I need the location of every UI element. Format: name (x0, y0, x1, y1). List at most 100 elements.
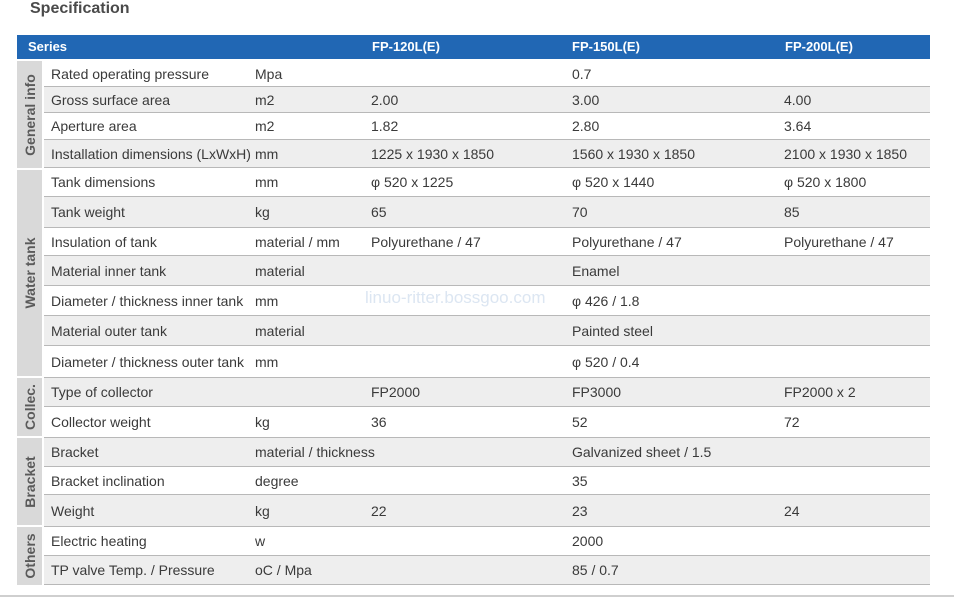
row-value-2: 2.80 (572, 118, 600, 134)
table-row: Electric heating w 2000 (44, 527, 930, 556)
row-unit: material (255, 323, 305, 339)
row-value-3: φ 520 x 1800 (784, 174, 867, 190)
table-row: Rated operating pressure Mpa 0.7 (44, 61, 930, 87)
row-unit: material (255, 263, 305, 279)
row-name: Aperture area (51, 118, 137, 134)
row-name: Tank weight (51, 204, 125, 220)
row-value-3: Polyurethane / 47 (784, 234, 894, 250)
row-unit: mm (255, 354, 279, 370)
table-row: Tank dimensions mm φ 520 x 1225 φ 520 x 144… (44, 168, 930, 197)
group-general-info: General info (17, 61, 42, 168)
row-name: Insulation of tank (51, 234, 157, 250)
table-row: Insulation of tank material / mm Polyureth… (44, 228, 930, 256)
row-value-1: FP2000 (371, 384, 421, 400)
row-unit: oC / Mpa (255, 562, 312, 578)
table-row: Tank weight kg 65 70 85 (44, 197, 930, 228)
row-name: Rated operating pressure (51, 66, 209, 82)
group-bracket: Bracket (17, 438, 42, 525)
row-unit: m2 (255, 92, 275, 108)
row-name: TP valve Temp. / Pressure (51, 562, 215, 578)
table-row: Diameter / thickness inner tank mm φ 426 /… (44, 286, 930, 316)
row-name: Installation dimensions (LxWxH) (51, 146, 251, 162)
header-col-3: FP-200L(E) (785, 39, 853, 54)
group-label: General info (21, 73, 38, 156)
group-collector: Collec. (17, 378, 42, 436)
header-series: Series (28, 39, 68, 54)
row-unit: w (255, 533, 266, 549)
row-value-3: FP2000 x 2 (784, 384, 856, 400)
row-unit: kg (255, 503, 270, 519)
table-row: Material outer tank material Painted steel (44, 316, 930, 346)
row-value-2: FP3000 (572, 384, 622, 400)
row-unit: mm (255, 146, 279, 162)
row-value-2: 70 (572, 204, 588, 220)
row-unit: Mpa (255, 66, 283, 82)
row-unit: mm (255, 293, 279, 309)
group-label: Others (21, 533, 38, 579)
table-row: Collector weight kg 36 52 72 (44, 407, 930, 438)
row-value-1: 1225 x 1930 x 1850 (371, 146, 494, 162)
row-value-3: 72 (784, 414, 800, 430)
group-label: Collec. (21, 384, 38, 430)
table-header: Series FP-120L(E) FP-150L(E) FP-200L(E) (17, 35, 930, 59)
table-row: Weight kg 22 23 24 (44, 495, 930, 527)
row-name: Electric heating (51, 533, 147, 549)
row-value-1: 65 (371, 204, 387, 220)
table-row: Gross surface area m2 2.00 3.00 4.00 (44, 87, 930, 113)
row-name: Material outer tank (51, 323, 167, 339)
row-value-2: 23 (572, 503, 588, 519)
row-value-1: 36 (371, 414, 387, 430)
row-name: Material inner tank (51, 263, 167, 279)
row-value-1: Polyurethane / 47 (371, 234, 481, 250)
group-label: Bracket (21, 455, 38, 508)
footer-line (0, 595, 954, 597)
table-row: Material inner tank material Enamel (44, 256, 930, 286)
header-col-1: FP-120L(E) (372, 39, 440, 54)
row-value-3: 4.00 (784, 92, 812, 108)
row-name: Diameter / thickness inner tank (51, 293, 244, 309)
row-value-2: 35 (572, 473, 588, 489)
table-row: Bracket material / thickness Galvanized sh… (44, 438, 930, 467)
row-value-1: 22 (371, 503, 387, 519)
row-value-2: φ 520 x 1440 (572, 174, 655, 190)
row-value-2: 1560 x 1930 x 1850 (572, 146, 695, 162)
row-value-2: φ 426 / 1.8 (572, 293, 640, 309)
row-value-2: φ 520 / 0.4 (572, 354, 640, 370)
row-unit: material / thickness (255, 444, 375, 460)
group-water-tank: Water tank (17, 170, 42, 376)
row-unit: material / mm (255, 234, 340, 250)
row-name: Tank dimensions (51, 174, 156, 190)
row-value-3: 85 (784, 204, 800, 220)
row-value-2: 85 / 0.7 (572, 562, 619, 578)
row-value-3: 24 (784, 503, 800, 519)
table-row: Installation dimensions (LxWxH) mm 1225 x … (44, 140, 930, 168)
row-value-3: 2100 x 1930 x 1850 (784, 146, 907, 162)
table-row: Type of collector FP2000 FP3000 FP2000 x 2 (44, 378, 930, 407)
row-name: Weight (51, 503, 95, 519)
header-col-2: FP-150L(E) (572, 39, 640, 54)
row-value-2: Polyurethane / 47 (572, 234, 682, 250)
row-name: Type of collector (51, 384, 153, 400)
row-unit: m2 (255, 118, 275, 134)
row-value-2: 2000 (572, 533, 604, 549)
row-value-2: 3.00 (572, 92, 600, 108)
group-label: Water tank (21, 237, 38, 309)
row-value-1: 2.00 (371, 92, 399, 108)
row-value-3: 3.64 (784, 118, 812, 134)
page-title: Specification (30, 0, 130, 17)
row-name: Diameter / thickness outer tank (51, 354, 244, 370)
row-value-1: 1.82 (371, 118, 399, 134)
table-row: Aperture area m2 1.82 2.80 3.64 (44, 113, 930, 140)
table-row: Bracket inclination degree 35 (44, 467, 930, 495)
group-others: Others (17, 527, 42, 585)
row-name: Bracket (51, 444, 99, 460)
row-value-2: 0.7 (572, 66, 592, 82)
row-unit: degree (255, 473, 299, 489)
row-value-2: Galvanized sheet / 1.5 (572, 444, 712, 460)
table-row: TP valve Temp. / Pressure oC / Mpa 85 / 0.… (44, 556, 930, 585)
row-name: Gross surface area (51, 92, 171, 108)
row-value-2: Enamel (572, 263, 620, 279)
row-name: Bracket inclination (51, 473, 165, 489)
row-value-1: φ 520 x 1225 (371, 174, 454, 190)
row-unit: kg (255, 204, 270, 220)
